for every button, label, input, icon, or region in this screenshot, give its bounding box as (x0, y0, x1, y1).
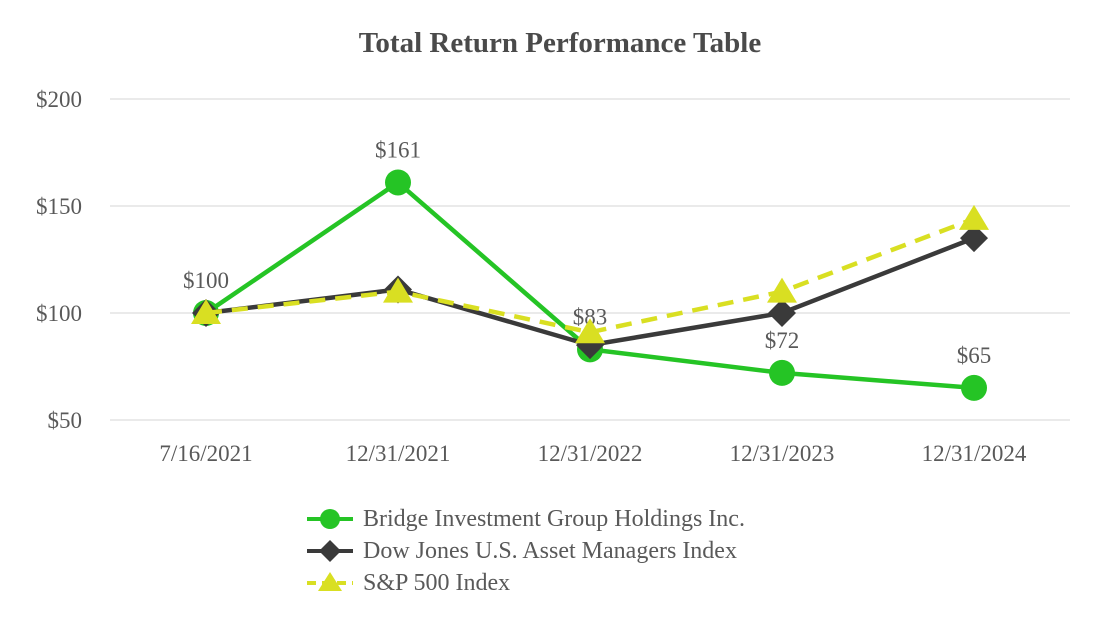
legend-item-2: S&P 500 Index (306, 569, 745, 597)
series-line-2 (205, 216, 975, 335)
triangle-marker-icon (767, 277, 797, 303)
legend-item-0: Bridge Investment Group Holdings Inc. (306, 505, 745, 533)
circle-marker-icon (769, 359, 795, 386)
x-axis-tick-label: 12/31/2024 (922, 441, 1027, 466)
legend-circle-swatch-icon (307, 509, 353, 529)
legend-label: Dow Jones U.S. Asset Managers Index (363, 537, 737, 564)
x-axis-tick-label: 12/31/2023 (730, 441, 835, 466)
y-axis-tick-label: $50 (48, 408, 83, 433)
data-point-label: $161 (375, 137, 421, 162)
triangle-marker-icon (959, 204, 989, 230)
triangle-marker-icon (575, 318, 605, 344)
y-axis-tick-label: $200 (36, 87, 82, 112)
legend-label: Bridge Investment Group Holdings Inc. (363, 505, 745, 532)
diamond-marker-icon (768, 299, 796, 327)
diamond-marker-icon (960, 224, 988, 253)
x-axis-tick-label: 12/31/2021 (346, 441, 451, 466)
y-axis-tick-label: $150 (36, 194, 82, 219)
x-axis-tick-label: 7/16/2021 (159, 441, 252, 466)
triangle-marker-icon (191, 299, 221, 324)
circle-marker-icon (961, 374, 987, 401)
x-axis-tick-label: 12/31/2022 (538, 441, 643, 466)
circle-marker-icon (385, 169, 411, 196)
legend-triangle-swatch-icon (307, 572, 353, 591)
y-axis-tick-label: $100 (36, 301, 82, 326)
data-point-label: $72 (765, 328, 800, 353)
chart-legend: Bridge Investment Group Holdings Inc. Dow… (306, 505, 745, 597)
data-point-label: $65 (957, 343, 992, 368)
diamond-marker-icon (319, 540, 341, 562)
data-point-label: $100 (183, 268, 229, 293)
legend-diamond-swatch-icon (307, 540, 353, 562)
triangle-marker-icon (318, 572, 342, 591)
legend-item-1: Dow Jones U.S. Asset Managers Index (306, 537, 745, 565)
circle-marker-icon (320, 509, 340, 529)
triangle-marker-icon (383, 277, 413, 303)
legend-label: S&P 500 Index (363, 569, 511, 596)
chart-title: Total Return Performance Table (358, 27, 762, 59)
